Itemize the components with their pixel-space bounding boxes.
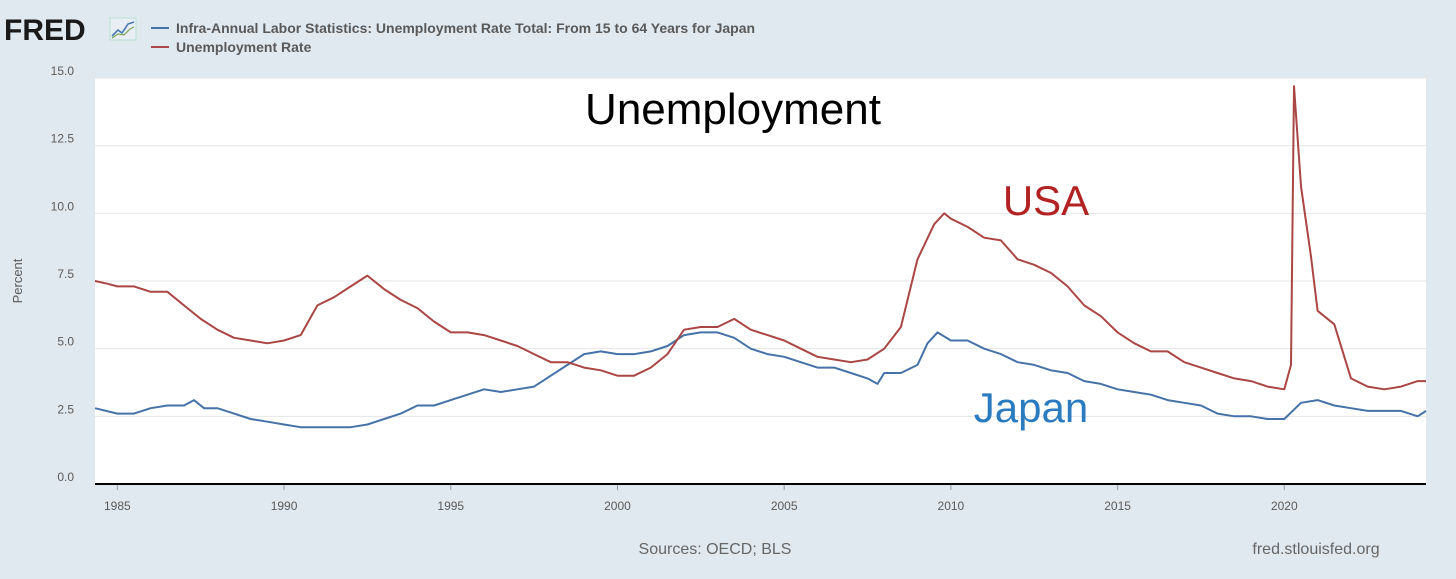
y-axis-ticks: 0.0 2.5 5.0 7.5 10.0 12.5 15.0 [51,64,75,484]
series-annotation-usa: USA [1003,177,1089,224]
y-tick-label: 15.0 [51,64,75,78]
x-tick-label: 2010 [938,499,965,513]
y-tick-label: 10.0 [51,199,75,213]
sources-text: Sources: OECD; BLS [639,541,792,558]
x-tick-label: 2005 [771,499,798,513]
series-annotation-japan: Japan [974,384,1088,431]
y-axis-title: Percent [10,258,25,303]
series-lines [94,85,1427,429]
fred-logo[interactable]: FRED [4,14,86,47]
x-tick-label: 1995 [437,499,464,513]
y-tick-label: 12.5 [51,132,75,146]
x-tick-label: 1990 [271,499,298,513]
gridlines [95,77,1426,417]
site-link[interactable]: fred.stlouisfed.org [1252,541,1379,558]
y-tick-label: 0.0 [57,470,74,484]
legend-label-usa: Unemployment Rate [176,39,312,55]
x-tick-label: 2015 [1104,499,1131,513]
x-tick-label: 2000 [604,499,631,513]
y-tick-label: 2.5 [57,402,74,416]
x-tick-label: 2020 [1271,499,1298,513]
chart-line-icon [109,17,137,41]
y-tick-label: 7.5 [57,267,74,281]
series-line-usa [94,85,1426,391]
legend: Infra-Annual Labor Statistics: Unemploym… [151,20,755,55]
legend-label-japan: Infra-Annual Labor Statistics: Unemploym… [176,20,755,36]
chart-title: Unemployment [585,85,881,134]
y-tick-label: 5.0 [57,335,74,349]
x-axis-ticks: 1985 1990 1995 2000 2005 2010 2015 2020 [104,484,1298,513]
series-line-japan [94,331,1427,429]
x-tick-label: 1985 [104,499,131,513]
